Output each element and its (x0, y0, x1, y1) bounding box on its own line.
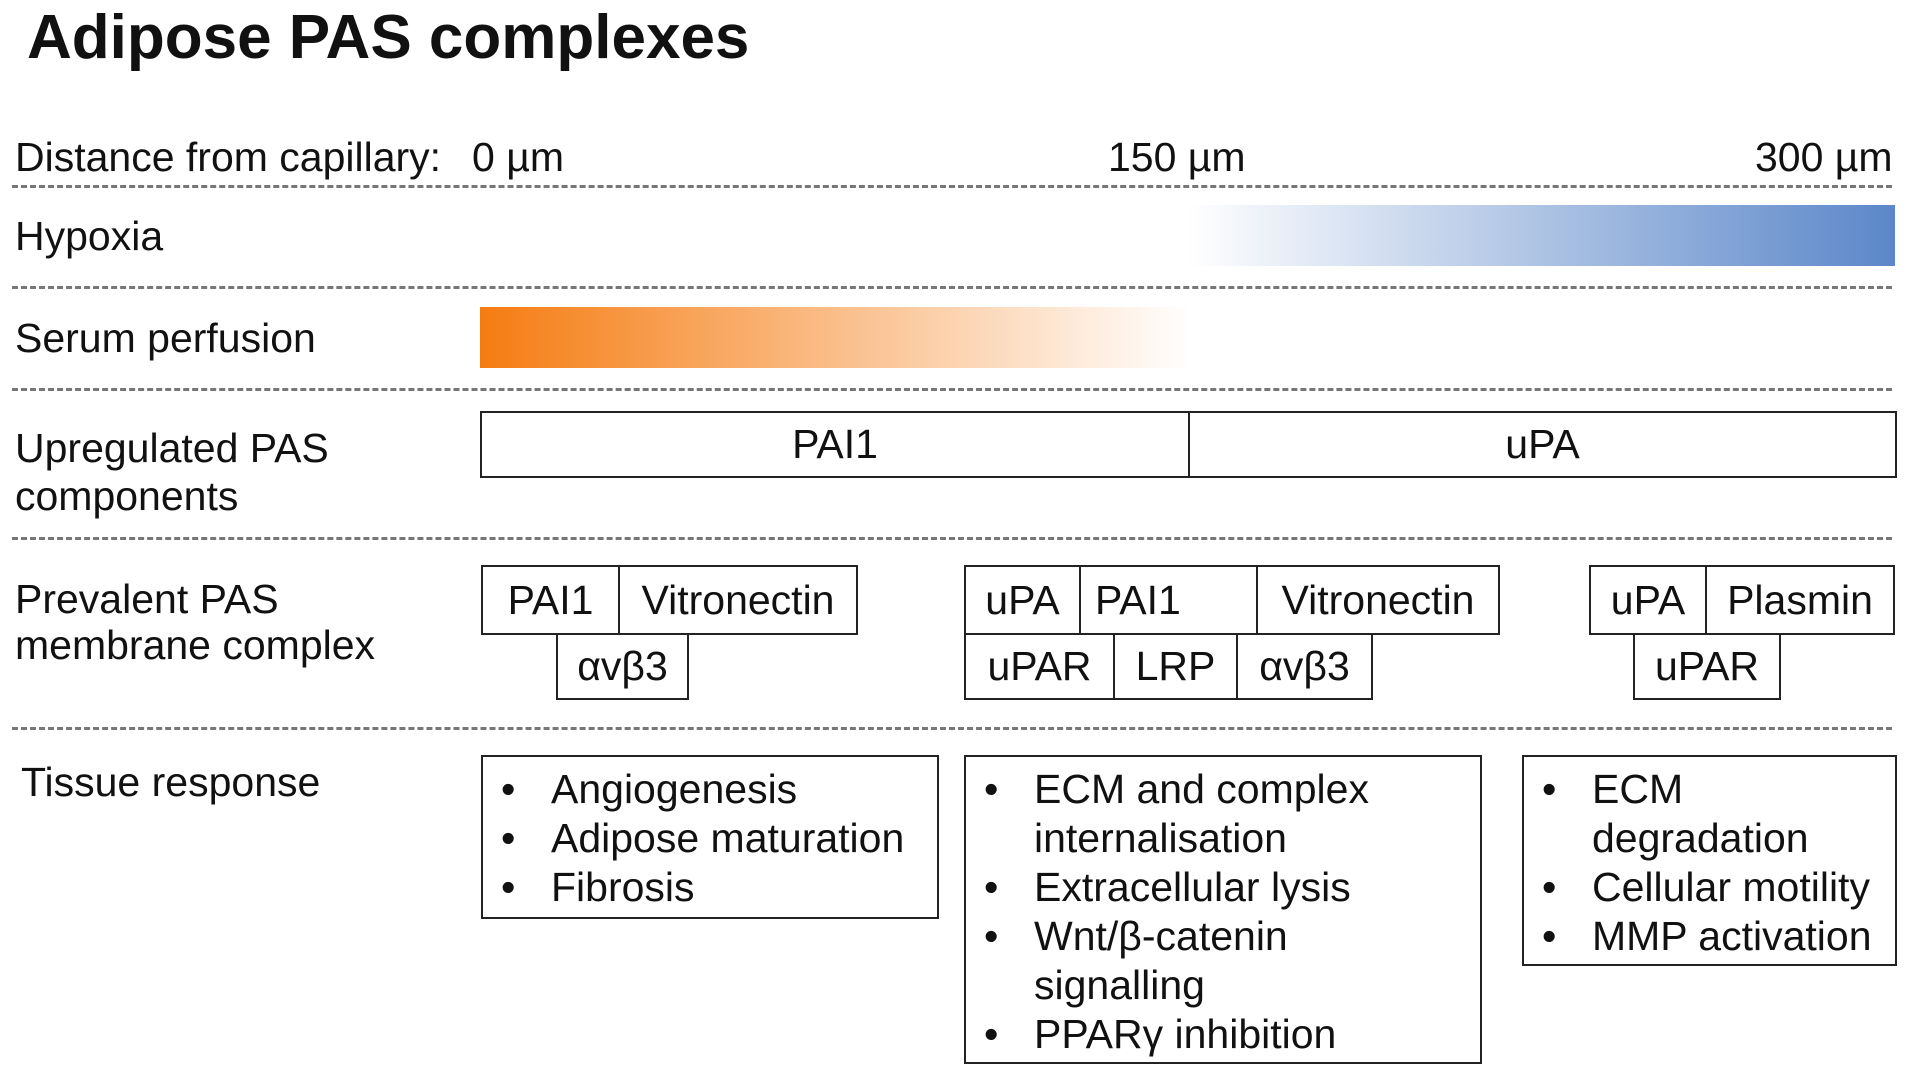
list-item: • ECM degradation (1542, 766, 1809, 861)
complex2-avb3: αvβ3 (1236, 633, 1373, 700)
complex2-lrp: LRP (1113, 633, 1238, 700)
complex3-plasmin: Plasmin (1705, 565, 1895, 635)
row-divider (12, 388, 1892, 391)
serum-perfusion-label: Serum perfusion (15, 315, 316, 361)
list-item: • Extracellular lysis (984, 864, 1351, 910)
complex2-pai1: PAI1 (1079, 565, 1258, 635)
prevalent-label-line2: membrane complex (15, 622, 376, 668)
complex1-avb3: αvβ3 (556, 633, 689, 700)
list-item: • Adipose maturation (501, 815, 905, 861)
row-divider (12, 185, 1892, 188)
distance-tick-0: 0 µm (472, 134, 564, 180)
row-divider (12, 286, 1892, 289)
tissue-response-box-1: • Angiogenesis • Adipose maturation • Fibro… (481, 755, 939, 919)
serum-perfusion-gradient-bar (480, 307, 1190, 368)
upregulated-label-line2: components (15, 473, 239, 519)
row-divider (12, 727, 1892, 730)
tissue-response-box-2: • ECM and complex internalisation • Extrac… (964, 755, 1482, 1064)
list-item: • Fibrosis (501, 864, 695, 910)
complex2-vitronectin: Vitronectin (1256, 565, 1500, 635)
upregulated-box-upa: uPA (1188, 411, 1897, 478)
tissue-response-box-3: • ECM degradation • Cellular motility • MMP… (1522, 755, 1897, 966)
list-item: • MMP activation (1542, 913, 1872, 959)
list-item: • PPARγ inhibition (984, 1011, 1337, 1057)
complex1-pai1: PAI1 (481, 565, 620, 635)
upregulated-label-line1: Upregulated PAS (15, 425, 329, 471)
distance-label: Distance from capillary: (15, 134, 442, 180)
prevalent-label-line1: Prevalent PAS (15, 576, 279, 622)
distance-tick-300: 300 µm (1755, 134, 1893, 180)
list-item: • Wnt/β-catenin signalling (984, 913, 1288, 1008)
upregulated-box-pai1: PAI1 (480, 411, 1190, 478)
list-item: • Angiogenesis (501, 766, 798, 812)
complex3-upa: uPA (1589, 565, 1707, 635)
list-item: • ECM and complex internalisation (984, 766, 1369, 861)
complex1-vitronectin: Vitronectin (618, 565, 858, 635)
list-item: • Cellular motility (1542, 864, 1870, 910)
complex2-upa: uPA (964, 565, 1081, 635)
hypoxia-label: Hypoxia (15, 213, 164, 259)
row-divider (12, 537, 1892, 540)
tissue-response-label: Tissue response (21, 759, 321, 805)
hypoxia-gradient-bar (1188, 205, 1895, 266)
complex2-upar: uPAR (964, 633, 1115, 700)
complex3-upar: uPAR (1633, 633, 1781, 700)
distance-tick-150: 150 µm (1108, 134, 1246, 180)
diagram-title: Adipose PAS complexes (27, 3, 750, 72)
